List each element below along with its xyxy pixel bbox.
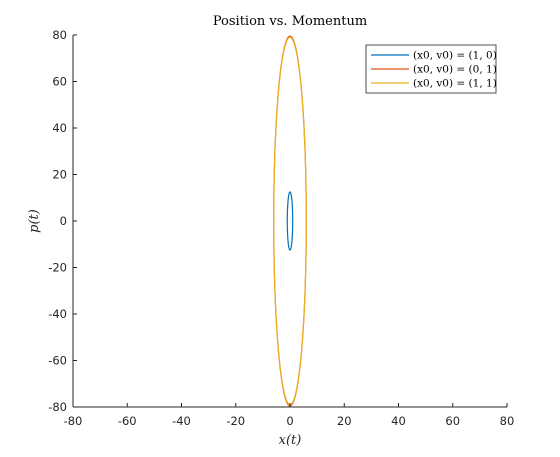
chart-title: Position vs. Momentum <box>213 14 367 29</box>
legend-label-3: (x0, v0) = (1, 1) <box>413 78 497 90</box>
x-tick-label: -20 <box>226 414 245 428</box>
x-tick-label: 0 <box>286 414 293 428</box>
y-axis-label: p(t) <box>27 209 42 233</box>
series-1-line <box>286 191 294 251</box>
x-axis-label: x(t) <box>279 433 302 448</box>
x-ticks: -80 -60 -40 -20 0 20 40 60 80 <box>64 403 515 428</box>
series-group <box>273 35 307 407</box>
y-tick-label: 40 <box>52 121 67 135</box>
y-tick-label: 20 <box>52 168 67 182</box>
x-tick-label: 40 <box>391 414 406 428</box>
y-ticks: -80 -60 -40 -20 0 20 40 60 80 <box>48 28 77 414</box>
y-tick-label: -80 <box>48 400 67 414</box>
x-tick-label: 20 <box>337 414 352 428</box>
y-tick-label: 60 <box>52 75 67 89</box>
series-3-line <box>273 36 307 406</box>
x-tick-label: 80 <box>500 414 515 428</box>
y-tick-label: -20 <box>48 261 67 275</box>
y-tick-label: 0 <box>60 214 67 228</box>
legend-label-2: (x0, v0) = (0, 1) <box>413 64 497 76</box>
x-tick-label: 60 <box>445 414 460 428</box>
legend: (x0, v0) = (1, 0) (x0, v0) = (0, 1) (x0, v… <box>365 44 497 94</box>
legend-label-1: (x0, v0) = (1, 0) <box>413 50 497 62</box>
x-tick-label: -80 <box>64 414 83 428</box>
y-tick-label: -60 <box>48 354 67 368</box>
y-tick-label: -40 <box>48 307 67 321</box>
x-tick-label: -60 <box>118 414 137 428</box>
x-tick-label: -40 <box>172 414 191 428</box>
plot-area <box>73 35 507 407</box>
y-tick-label: 80 <box>52 28 67 42</box>
